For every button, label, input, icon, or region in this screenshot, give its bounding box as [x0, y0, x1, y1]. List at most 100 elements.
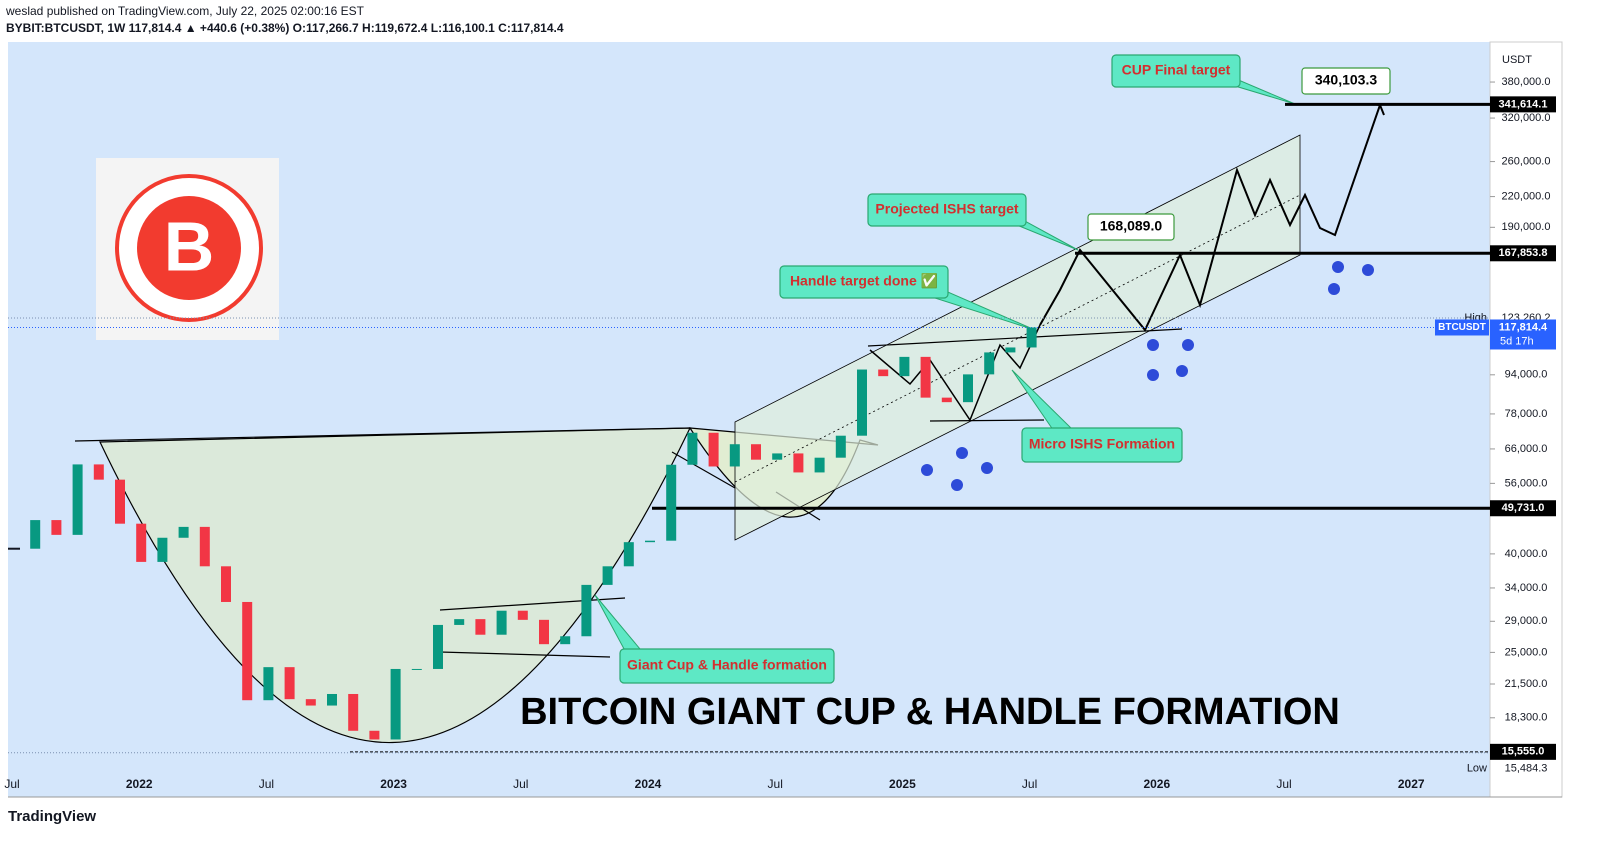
candle-body — [602, 566, 613, 585]
annotation: 340,103.3 — [1315, 72, 1377, 88]
candle-body — [623, 542, 634, 567]
annotation: Giant Cup & Handle formation — [627, 657, 827, 673]
price-axis — [1489, 41, 1563, 798]
candle-body — [263, 667, 274, 701]
y-tick-label: 78,000.0 — [1505, 408, 1548, 420]
candle-body — [136, 523, 147, 562]
x-tick-label: 2027 — [1398, 777, 1425, 791]
y-tick-label: 94,000.0 — [1505, 369, 1548, 381]
candle-body — [348, 693, 359, 731]
annotation: CUP Final target — [1122, 62, 1231, 78]
candle-body — [666, 464, 677, 541]
annotation: 168,089.0 — [1100, 218, 1162, 234]
candle-body — [221, 566, 231, 602]
symbol-line: BYBIT:BTCUSDT, 1W 117,814.4 ▲ +440.6 (+0… — [6, 21, 564, 35]
candle-body — [835, 435, 846, 458]
candle-body — [899, 356, 910, 377]
level-tag — [1490, 245, 1556, 262]
candle-body — [369, 730, 380, 740]
candle-body — [496, 610, 507, 635]
candle-body — [539, 619, 549, 645]
y-tick-label: 21,500.0 — [1505, 678, 1548, 690]
candle-body — [199, 526, 210, 567]
countdown: 5d 17h — [1500, 335, 1534, 347]
y-tick-label: 66,000.0 — [1505, 443, 1548, 455]
candle-body — [433, 624, 443, 669]
symbol-name: BTCUSDT — [1438, 322, 1486, 333]
candle-body — [284, 667, 295, 700]
y-tick-label: 380,000.0 — [1502, 76, 1551, 88]
last-price-label: 117,814.4 — [1499, 321, 1548, 333]
y-tick-label: 18,300.0 — [1505, 712, 1548, 724]
x-tick-label: Jul — [1276, 777, 1291, 791]
candle-body — [772, 453, 783, 460]
x-tick-label: 2022 — [126, 777, 153, 791]
candle-body — [729, 444, 740, 467]
candle-body — [687, 432, 698, 465]
level-tag — [1490, 96, 1556, 113]
x-tick-label: Jul — [259, 777, 274, 791]
footer-brand: TradingView — [8, 808, 96, 825]
candle-body — [1026, 327, 1037, 348]
x-tick-label: 2025 — [889, 777, 916, 791]
candle-body — [242, 601, 253, 701]
candle-body — [751, 444, 761, 460]
candle-body — [327, 693, 337, 706]
candle-body — [517, 610, 528, 620]
candle-body — [963, 374, 973, 403]
x-tick-label: 2026 — [1143, 777, 1170, 791]
y-tick-label: 40,000.0 — [1505, 548, 1548, 560]
candle-body — [708, 432, 719, 467]
candle-body — [93, 464, 104, 480]
candle-body — [72, 464, 83, 535]
candle-body — [305, 699, 316, 706]
dynamic-layer: 380,000.0 320,000.0 260,000.0 220,000.0 190,… — [4, 76, 1556, 791]
y-tick-label: 220,000.0 — [1502, 190, 1551, 202]
candle-body — [857, 369, 867, 436]
low-name: Low — [1467, 763, 1487, 775]
bitcoin-logo: B — [96, 158, 279, 340]
level-label: 49,731.0 — [1502, 502, 1545, 514]
x-tick-label: Jul — [768, 777, 783, 791]
publisher: weslad published on TradingView.com, Jul… — [5, 4, 365, 18]
candle-body — [814, 457, 825, 473]
candle-body — [51, 520, 62, 535]
callout-boxes — [619, 54, 1391, 684]
level-label: 15,555.0 — [1502, 746, 1545, 758]
level-label: 341,614.1 — [1499, 98, 1548, 110]
candle-body — [475, 619, 486, 635]
candle-body — [411, 668, 422, 670]
candle-body — [984, 352, 995, 375]
candle-body — [920, 356, 931, 398]
symbol-tag — [1435, 319, 1489, 336]
x-tick-label: 2023 — [380, 777, 407, 791]
candle-body — [30, 520, 41, 549]
level-label: 167,853.8 — [1499, 247, 1548, 259]
candle-body — [178, 526, 189, 538]
annotation: Micro ISHS Formation — [1029, 436, 1175, 452]
axis-unit: USDT — [1502, 54, 1532, 66]
x-tick-label: Jul — [4, 777, 19, 791]
last-price-tag — [1490, 319, 1556, 350]
y-tick-label: 34,000.0 — [1505, 582, 1548, 594]
annotation: Projected ISHS target — [875, 201, 1018, 217]
y-tick-label: 260,000.0 — [1502, 155, 1551, 167]
y-tick-label: 56,000.0 — [1505, 477, 1548, 489]
candle-body — [1005, 347, 1016, 353]
candle-body — [157, 537, 168, 562]
candle-body — [560, 636, 571, 645]
x-tick-label: 2024 — [635, 777, 662, 791]
x-tick-label: Jul — [513, 777, 528, 791]
rockets — [921, 261, 1374, 491]
chart-title: BITCOIN GIANT CUP & HANDLE FORMATION — [520, 691, 1340, 733]
candle-body — [645, 540, 655, 543]
x-tick-label: Jul — [1022, 777, 1037, 791]
candle-body — [115, 479, 125, 524]
y-tick-label: 320,000.0 — [1502, 112, 1551, 124]
y-tick-label: 190,000.0 — [1502, 221, 1551, 233]
level-tag — [1490, 743, 1556, 760]
candle-body — [793, 453, 804, 473]
annotation: Handle target done ✅ — [790, 273, 938, 290]
